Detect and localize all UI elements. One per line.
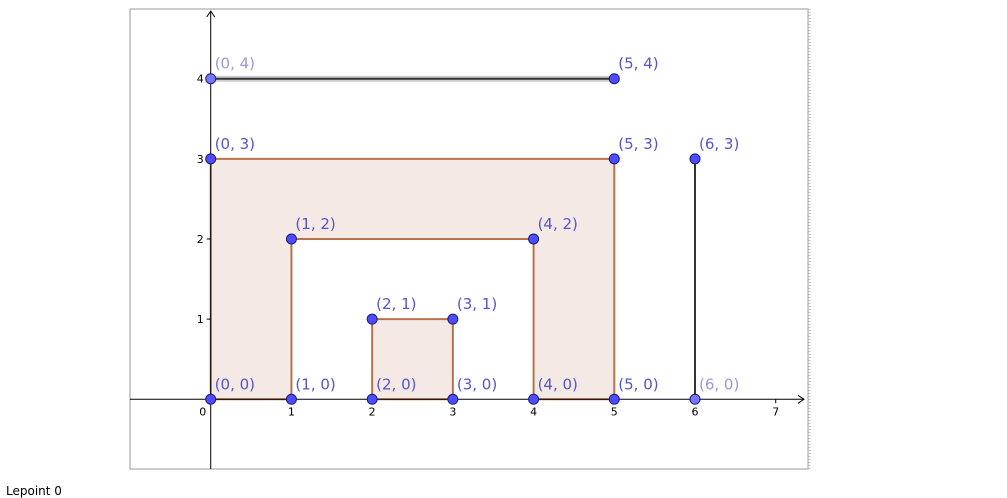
point-label: (4, 2) (538, 215, 578, 233)
footer-text: Lepoint 0 (6, 484, 62, 498)
point-label: (5, 0) (618, 375, 658, 393)
x-tick-label: 2 (369, 405, 376, 418)
point[interactable] (447, 313, 459, 325)
point[interactable] (366, 393, 378, 405)
point[interactable] (689, 153, 701, 165)
labels-layer: (0, 4) (5, 4) (0, 3) (5, 3) (6, 3) (1, 2) (4, … (215, 55, 740, 394)
y-tick-label: 1 (197, 313, 204, 326)
x-tick-label: 6 (692, 405, 699, 418)
point[interactable] (689, 393, 701, 405)
x-tick-label: 0 (199, 405, 206, 418)
point[interactable] (366, 313, 378, 325)
x-tick-label: 7 (772, 405, 779, 418)
point-label: (4, 0) (538, 375, 578, 393)
x-tick-label: 1 (288, 405, 295, 418)
point-label: (3, 0) (457, 375, 497, 393)
point[interactable] (285, 393, 297, 405)
point-label: (1, 0) (295, 375, 335, 393)
point[interactable] (528, 393, 540, 405)
point-label: (6, 3) (699, 135, 739, 153)
point[interactable] (205, 153, 217, 165)
point-label: (2, 1) (376, 295, 416, 313)
point-label: (1, 2) (295, 215, 335, 233)
point[interactable] (447, 393, 459, 405)
point-label: (0, 4) (215, 55, 255, 73)
y-tick-label: 4 (197, 73, 204, 86)
point[interactable] (528, 233, 540, 245)
point-label: (0, 0) (215, 375, 255, 393)
point[interactable] (205, 73, 217, 85)
x-tick-label: 5 (611, 405, 618, 418)
x-tick-label: 4 (530, 405, 537, 418)
point-label: (6, 0) (699, 375, 739, 393)
point-label: (5, 4) (618, 55, 658, 73)
point-label: (0, 3) (215, 135, 255, 153)
y-axis-arrow (206, 10, 216, 18)
segments-layer (210, 75, 696, 400)
point[interactable] (608, 73, 620, 85)
x-tick-label: 3 (449, 405, 456, 418)
y-tick-label: 2 (197, 233, 204, 246)
point-label: (3, 1) (457, 295, 497, 313)
points-layer (205, 73, 701, 405)
point-label: (5, 3) (618, 135, 658, 153)
point-label: (2, 0) (376, 375, 416, 393)
point[interactable] (205, 393, 217, 405)
x-axis-arrow (797, 394, 805, 404)
point[interactable] (608, 393, 620, 405)
point[interactable] (285, 233, 297, 245)
point[interactable] (608, 153, 620, 165)
y-tick-label: 3 (197, 153, 204, 166)
